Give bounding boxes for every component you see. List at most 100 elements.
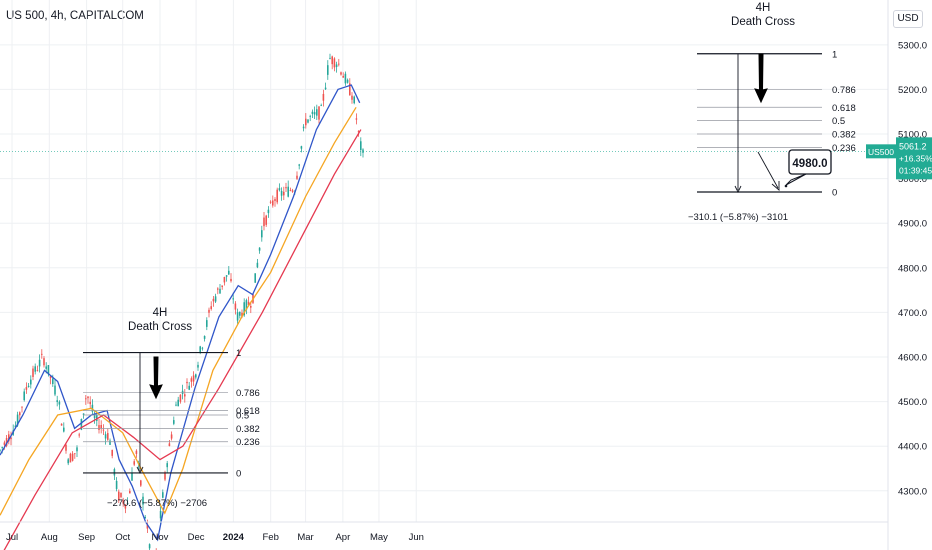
candle-body [166, 463, 168, 468]
candle-body [225, 275, 228, 277]
candle-body [188, 385, 190, 390]
candle-body [34, 366, 36, 372]
fib-level-label: 1 [832, 49, 837, 60]
candle-body [19, 412, 21, 416]
candle-body [85, 398, 87, 400]
x-tick-label: Jul [6, 532, 18, 543]
ma-blue-line [0, 84, 361, 542]
candle-body [76, 447, 78, 452]
candle-body [265, 215, 267, 225]
candle-body [100, 425, 102, 429]
candle-body [311, 111, 314, 114]
x-tick-label: 2024 [223, 532, 245, 543]
candle-body [360, 141, 362, 151]
y-tick-label: 4800.0 [898, 263, 927, 274]
candle-body [27, 385, 30, 388]
candle-body [269, 201, 272, 203]
candle-body [52, 378, 54, 384]
candle-body [32, 368, 34, 377]
candle-body [146, 524, 149, 529]
target-point [784, 184, 788, 188]
x-axis: Jul Aug Sep Oct Nov Dec 2024 Feb Mar Apr May Jun [0, 521, 888, 543]
candle-body [195, 374, 197, 378]
candle-body [256, 262, 259, 268]
candle-body [65, 444, 67, 451]
candle-body [228, 270, 230, 275]
candle-body [219, 288, 221, 294]
candle-body [0, 449, 1, 451]
candle-body [89, 401, 91, 405]
candle-body [285, 187, 287, 189]
candle-body [210, 306, 212, 310]
candle-body [30, 379, 32, 385]
candle-body [186, 381, 188, 384]
candle-body [173, 420, 175, 424]
candle-body [184, 394, 186, 397]
candle-body [91, 404, 94, 412]
candle-body [355, 118, 358, 120]
candle-body [250, 306, 252, 308]
candle-body [261, 230, 263, 238]
x-tick-label: Feb [262, 532, 278, 543]
candle-body [192, 375, 195, 382]
candle-body [126, 502, 129, 505]
candle-body [43, 358, 45, 366]
y-tick-label: 4500.0 [898, 397, 927, 408]
candle-body [320, 105, 322, 107]
ma-red-line [3, 129, 362, 550]
candle-body [190, 378, 193, 382]
candle-body [69, 453, 72, 463]
y-axis: 5300.0 5200.0 5100.0 5000.0 4900.0 4800.0 4700… [887, 0, 927, 550]
candle-body [63, 427, 65, 432]
candle-body [223, 276, 226, 283]
currency-selector[interactable]: USD [893, 10, 923, 28]
candle-body [232, 298, 234, 300]
candle-body [296, 175, 298, 179]
candle-body [254, 273, 256, 283]
candle-body [8, 434, 10, 442]
candle-body [239, 311, 241, 316]
candle-body [23, 391, 25, 401]
candle-body [58, 401, 61, 405]
candle-body [322, 93, 325, 101]
candle-body [276, 189, 278, 203]
y-tick-label: 5100.0 [898, 130, 927, 141]
candle-body [104, 434, 107, 439]
candle-body [329, 57, 331, 59]
candle-body [201, 347, 204, 349]
bar-countdown: 01:39:45 [899, 165, 932, 175]
candle-body [47, 365, 50, 375]
candle-body [115, 480, 118, 489]
y-tick-label: 5000.0 [898, 174, 927, 185]
chart-title: US 500, 4h, CAPITALCOM [6, 10, 144, 22]
candle-body [208, 309, 210, 313]
x-tick-label: Aug [41, 532, 58, 543]
x-tick-label: Dec [188, 532, 205, 543]
candle-body [102, 429, 105, 431]
moving-averages [0, 84, 888, 550]
candle-body [258, 247, 261, 251]
candle-body [1, 447, 3, 448]
candle-body [272, 200, 274, 206]
candle-body [206, 320, 208, 327]
candle-body [170, 434, 173, 439]
y-tick-label: 4700.0 [898, 308, 927, 319]
target-label: 4980.0 [792, 158, 827, 170]
fib-level-label: 0.5 [832, 116, 845, 127]
death-cross-1-line1: 4H [153, 307, 168, 319]
candle-body [129, 490, 131, 494]
measure-arrowhead [136, 466, 144, 474]
fib-level-label: 0.786 [236, 388, 260, 399]
candle-body [283, 191, 285, 196]
y-tick-label: 4600.0 [898, 353, 927, 364]
candle-body [357, 130, 360, 133]
candle-body [333, 58, 336, 68]
y-tick-label: 5300.0 [898, 40, 927, 51]
candle-body [131, 472, 133, 481]
candle-body [80, 418, 83, 430]
candle-body [168, 443, 171, 447]
candle-body [335, 64, 338, 67]
fib-level-label: 0 [236, 468, 241, 479]
candle-body [38, 359, 41, 367]
